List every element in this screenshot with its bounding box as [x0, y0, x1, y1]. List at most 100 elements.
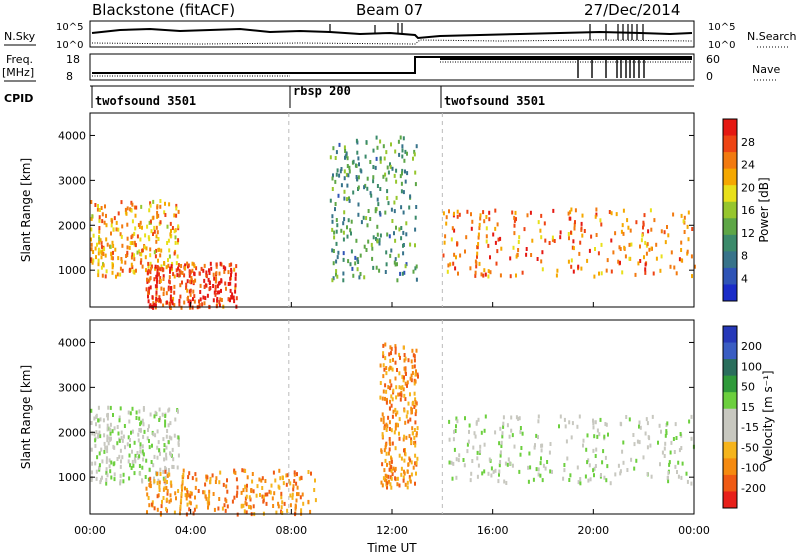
velocity-cell-3-215	[389, 442, 392, 447]
velocity-cell-1-111	[218, 480, 221, 485]
power-cell-2-70	[475, 261, 478, 266]
power-ytick-label-0: 1000	[58, 264, 86, 277]
cpid-segment-3: twofsound 3501	[444, 94, 545, 108]
velocity-cell-3-83	[415, 369, 417, 374]
power-cell-2-57	[600, 271, 603, 276]
power-cell-1-131	[173, 290, 176, 295]
velocity-cell-0-229	[124, 445, 126, 450]
power-cell-0-205	[169, 232, 172, 237]
power-cell-2-101	[650, 246, 653, 251]
velocity-cell-2-92	[468, 429, 470, 434]
power-cell-3-224	[332, 249, 335, 253]
velocity-colorbar-swatch-10	[723, 491, 737, 509]
power-cell-0-22	[129, 241, 132, 246]
velocity-cell-3-54	[388, 447, 391, 452]
velocity-cell-3-84	[403, 448, 405, 453]
velocity-cell-3-144	[384, 342, 387, 347]
velocity-cell-2-123	[527, 479, 530, 484]
velocity-cell-0-31	[107, 441, 110, 446]
velocity-cell-2-151	[563, 463, 566, 467]
velocity-cell-1-183	[248, 504, 250, 509]
power-cell-2-160	[571, 245, 574, 250]
velocity-cell-2-15	[462, 458, 465, 462]
velocity-cell-3-243	[414, 443, 417, 448]
velocity-colorbar-swatch-0	[723, 326, 737, 344]
velocity-cell-0-80	[142, 457, 145, 462]
velocity-cell-2-234	[651, 414, 654, 419]
velocity-cell-2-153	[626, 468, 629, 472]
power-cell-2-135	[595, 207, 598, 212]
power-cell-2-138	[626, 218, 629, 223]
power-cell-3-236	[347, 218, 350, 223]
power-cell-2-148	[445, 215, 448, 220]
power-cell-1-234	[216, 284, 219, 289]
power-cell-1-122	[219, 297, 222, 302]
velocity-cell-0-133	[172, 457, 175, 462]
velocity-cell-3-227	[390, 383, 393, 388]
velocity-cell-3-225	[414, 453, 417, 458]
velocity-cell-0-36	[94, 443, 97, 448]
velocity-cell-0-208	[94, 461, 97, 466]
velocity-cell-3-10	[398, 371, 401, 376]
velocity-cell-1-220	[189, 494, 192, 499]
velocity-ytick-label-3: 4000	[58, 336, 86, 349]
velocity-cell-2-61	[603, 475, 606, 480]
velocity-cell-1-121	[235, 493, 238, 498]
velocity-cell-0-149	[142, 452, 145, 457]
power-cell-0-136	[153, 250, 156, 255]
velocity-cell-1-93	[189, 490, 192, 495]
velocity-cell-0-7	[141, 444, 144, 449]
power-cell-0-75	[112, 244, 115, 248]
power-cell-0-259	[147, 235, 150, 240]
velocity-cell-1-95	[313, 488, 316, 492]
power-cell-2-195	[464, 249, 466, 254]
power-cell-2-60	[453, 228, 456, 233]
power-cell-1-75	[214, 284, 217, 289]
power-cell-1-204	[190, 280, 193, 285]
power-cell-2-47	[523, 227, 526, 232]
velocity-colorbar-tick-1: 100	[741, 360, 762, 373]
power-cell-2-255	[500, 246, 503, 251]
power-cell-3-130	[336, 255, 339, 260]
power-cell-3-74	[401, 148, 404, 153]
power-cell-3-93	[352, 159, 355, 164]
velocity-cell-3-173	[380, 449, 383, 454]
velocity-cell-2-131	[644, 431, 647, 436]
velocity-cell-1-65	[231, 499, 234, 504]
velocity-cell-2-107	[602, 449, 605, 454]
power-cell-1-251	[169, 301, 172, 306]
velocity-cell-3-119	[380, 480, 383, 485]
power-cell-2-6	[483, 268, 486, 273]
power-cell-1-39	[146, 279, 149, 284]
velocity-cell-3-247	[410, 439, 413, 444]
velocity-cell-1-133	[250, 488, 253, 492]
power-cell-1-33	[169, 269, 171, 274]
power-cell-0-179	[104, 253, 107, 258]
power-cell-1-43	[167, 263, 170, 268]
velocity-cell-2-111	[492, 469, 495, 474]
power-cell-3-109	[333, 230, 336, 235]
velocity-cell-2-30	[451, 476, 454, 481]
velocity-cell-3-19	[410, 373, 413, 378]
velocity-cell-2-99	[625, 415, 628, 419]
power-cell-1-11	[147, 294, 149, 299]
velocity-cell-2-252	[453, 429, 455, 434]
power-cell-3-233	[357, 185, 360, 190]
velocity-cell-1-91	[292, 484, 295, 489]
power-cell-2-78	[652, 271, 655, 276]
power-cell-1-15	[191, 261, 194, 266]
power-cell-2-126	[597, 251, 600, 256]
velocity-cell-1-2	[261, 486, 264, 490]
power-cell-3-4	[398, 152, 401, 157]
velocity-cell-1-232	[161, 499, 163, 504]
velocity-cell-2-137	[476, 474, 479, 479]
power-cell-2-205	[517, 240, 520, 244]
power-cell-2-18	[595, 212, 598, 217]
power-cell-1-155	[178, 298, 181, 303]
velocity-cell-1-166	[295, 498, 298, 503]
velocity-cell-1-5	[197, 489, 200, 493]
power-cell-1-7	[220, 288, 222, 293]
power-cell-3-37	[406, 151, 408, 156]
velocity-cell-2-28	[559, 414, 562, 419]
velocity-cell-3-76	[383, 367, 386, 372]
